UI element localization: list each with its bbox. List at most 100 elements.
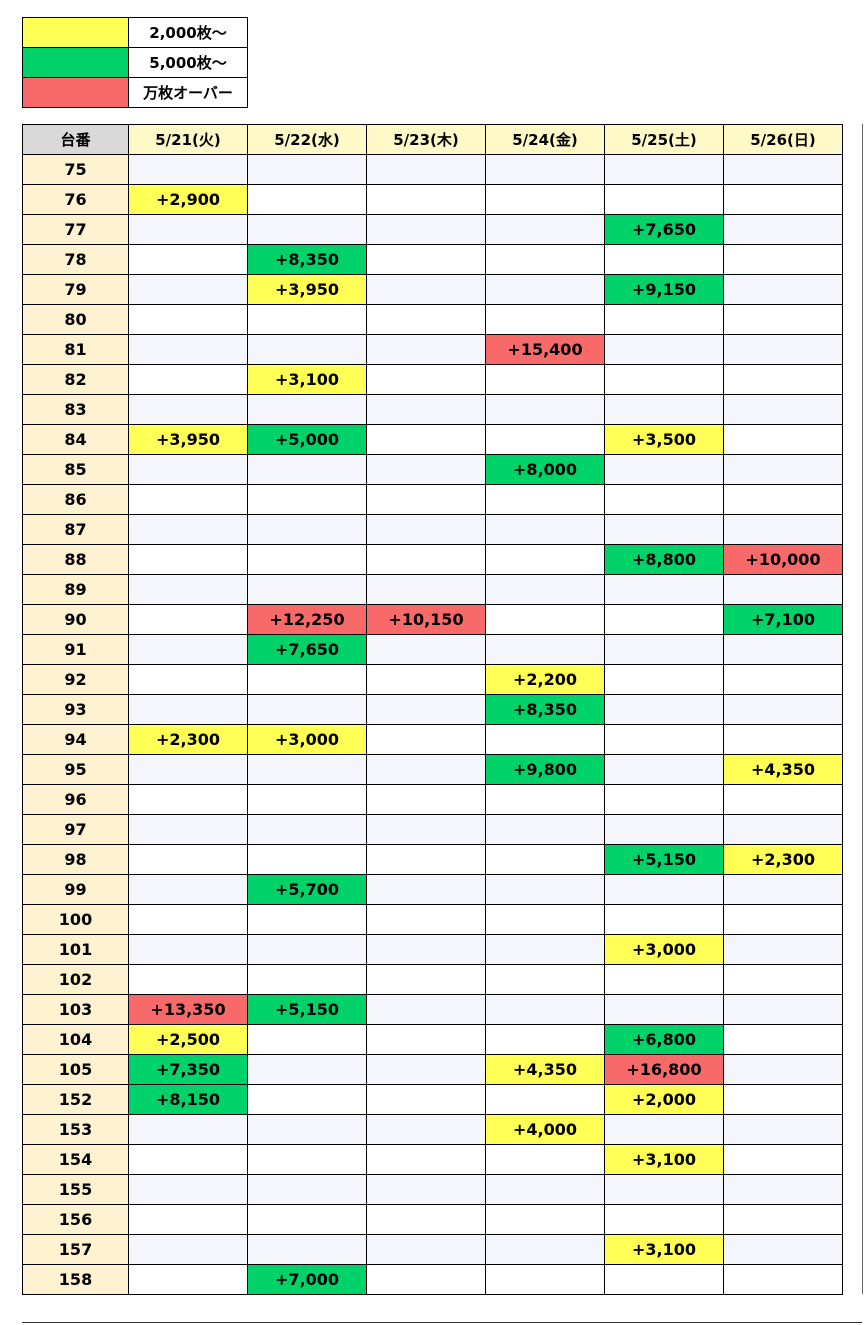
row-id: 86 bbox=[22, 484, 129, 515]
empty-cell bbox=[128, 844, 248, 875]
empty-cell bbox=[604, 964, 724, 995]
empty-cell bbox=[366, 214, 486, 245]
value-cell: +3,100 bbox=[604, 1144, 724, 1175]
empty-cell bbox=[723, 1024, 843, 1055]
empty-cell bbox=[723, 574, 843, 605]
value-cell: +3,000 bbox=[247, 724, 367, 755]
row-id: 80 bbox=[22, 304, 129, 335]
bottom-border bbox=[22, 1322, 862, 1323]
empty-cell bbox=[247, 934, 367, 965]
empty-cell bbox=[723, 784, 843, 815]
row-id: 95 bbox=[22, 754, 129, 785]
empty-cell bbox=[128, 784, 248, 815]
empty-cell bbox=[128, 334, 248, 365]
value-cell: +7,650 bbox=[247, 634, 367, 665]
value-cell: +4,350 bbox=[723, 754, 843, 785]
empty-cell bbox=[604, 364, 724, 395]
value-cell: +2,000 bbox=[604, 1084, 724, 1115]
value-cell: +5,000 bbox=[247, 424, 367, 455]
empty-cell bbox=[485, 844, 605, 875]
empty-cell bbox=[366, 304, 486, 335]
empty-cell bbox=[485, 154, 605, 185]
row-id: 98 bbox=[22, 844, 129, 875]
empty-cell bbox=[366, 544, 486, 575]
empty-cell bbox=[485, 214, 605, 245]
value-cell: +5,700 bbox=[247, 874, 367, 905]
value-cell: +8,350 bbox=[485, 694, 605, 725]
empty-cell bbox=[366, 874, 486, 905]
empty-cell bbox=[247, 544, 367, 575]
empty-cell bbox=[723, 364, 843, 395]
value-cell: +2,300 bbox=[723, 844, 843, 875]
empty-cell bbox=[604, 514, 724, 545]
empty-cell bbox=[604, 694, 724, 725]
empty-cell bbox=[366, 1144, 486, 1175]
legend-swatch bbox=[22, 47, 129, 78]
empty-cell bbox=[604, 154, 724, 185]
empty-cell bbox=[128, 1174, 248, 1205]
empty-cell bbox=[485, 1084, 605, 1115]
empty-cell bbox=[723, 214, 843, 245]
empty-cell bbox=[128, 154, 248, 185]
empty-cell bbox=[723, 1084, 843, 1115]
empty-cell bbox=[128, 454, 248, 485]
row-id: 99 bbox=[22, 874, 129, 905]
empty-cell bbox=[604, 244, 724, 275]
empty-cell bbox=[604, 454, 724, 485]
empty-cell bbox=[247, 1204, 367, 1235]
legend-label: 万枚オーバー bbox=[128, 77, 248, 108]
empty-cell bbox=[723, 514, 843, 545]
empty-cell bbox=[485, 274, 605, 305]
value-cell: +3,000 bbox=[604, 934, 724, 965]
empty-cell bbox=[723, 634, 843, 665]
row-id: 89 bbox=[22, 574, 129, 605]
empty-cell bbox=[247, 964, 367, 995]
empty-cell bbox=[247, 664, 367, 695]
empty-cell bbox=[723, 694, 843, 725]
empty-cell bbox=[604, 574, 724, 605]
empty-cell bbox=[366, 1054, 486, 1085]
empty-cell bbox=[247, 304, 367, 335]
value-cell: +3,500 bbox=[604, 424, 724, 455]
empty-cell bbox=[247, 1144, 367, 1175]
header-cell: 5/21(火) bbox=[128, 124, 248, 155]
value-cell: +3,950 bbox=[128, 424, 248, 455]
empty-cell bbox=[485, 994, 605, 1025]
value-cell: +7,350 bbox=[128, 1054, 248, 1085]
header-cell: 5/25(土) bbox=[604, 124, 724, 155]
empty-cell bbox=[485, 424, 605, 455]
empty-cell bbox=[723, 814, 843, 845]
empty-cell bbox=[723, 1234, 843, 1265]
row-id: 76 bbox=[22, 184, 129, 215]
empty-cell bbox=[366, 154, 486, 185]
empty-cell bbox=[723, 394, 843, 425]
row-id: 104 bbox=[22, 1024, 129, 1055]
row-id: 96 bbox=[22, 784, 129, 815]
empty-cell bbox=[723, 1264, 843, 1295]
empty-cell bbox=[128, 964, 248, 995]
empty-cell bbox=[485, 934, 605, 965]
empty-cell bbox=[604, 874, 724, 905]
empty-cell bbox=[485, 514, 605, 545]
empty-cell bbox=[485, 484, 605, 515]
row-id: 79 bbox=[22, 274, 129, 305]
empty-cell bbox=[723, 964, 843, 995]
empty-cell bbox=[604, 184, 724, 215]
header-cell: 5/26(日) bbox=[723, 124, 843, 155]
empty-cell bbox=[366, 394, 486, 425]
empty-cell bbox=[366, 814, 486, 845]
empty-cell bbox=[723, 304, 843, 335]
empty-cell bbox=[366, 1204, 486, 1235]
empty-cell bbox=[247, 184, 367, 215]
empty-cell bbox=[723, 1174, 843, 1205]
empty-cell bbox=[128, 664, 248, 695]
empty-cell bbox=[247, 1054, 367, 1085]
empty-cell bbox=[247, 904, 367, 935]
empty-cell bbox=[128, 394, 248, 425]
value-cell: +7,100 bbox=[723, 604, 843, 635]
empty-cell bbox=[247, 514, 367, 545]
row-id: 103 bbox=[22, 994, 129, 1025]
empty-cell bbox=[128, 484, 248, 515]
empty-cell bbox=[366, 364, 486, 395]
empty-cell bbox=[247, 574, 367, 605]
